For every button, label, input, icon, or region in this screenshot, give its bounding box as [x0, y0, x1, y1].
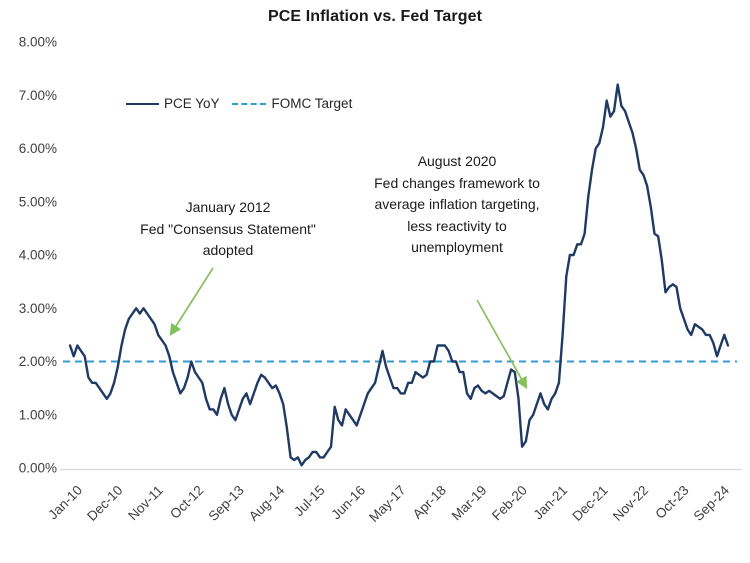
x-tick-label: Aug-14 — [246, 482, 288, 524]
x-tick-label: Dec-21 — [569, 483, 610, 524]
y-tick-label: 2.00% — [19, 354, 57, 369]
chart-legend: PCE YoY FOMC Target — [126, 96, 352, 111]
legend-label-pce-yoy: PCE YoY — [164, 96, 220, 111]
pce-yoy-line-swatch — [126, 102, 159, 105]
x-tick-label: Jan-21 — [531, 483, 571, 523]
y-tick-label: 5.00% — [19, 194, 57, 209]
y-tick-label: 3.00% — [19, 301, 57, 316]
y-tick-label: 8.00% — [19, 35, 57, 50]
fomc-target-line-swatch — [231, 102, 266, 105]
x-tick-label: Jan-10 — [45, 483, 85, 523]
y-tick-label: 4.00% — [19, 248, 57, 263]
x-tick-label: Jun-16 — [328, 483, 368, 523]
x-tick-label: Mar-19 — [449, 483, 490, 524]
y-tick-label: 7.00% — [19, 88, 57, 103]
y-tick-label: 1.00% — [19, 407, 57, 422]
x-tick-label: May-17 — [366, 483, 408, 525]
annotation-arrow-jan2012 — [169, 267, 214, 337]
x-tick-label: Sep-24 — [691, 482, 733, 524]
chart-title: PCE Inflation vs. Fed Target — [267, 8, 483, 25]
x-tick-label: Jul-15 — [291, 483, 328, 520]
annotation-arrow-aug2020 — [476, 299, 528, 390]
annotation-august-2020: August 2020 Fed changes framework to ave… — [374, 153, 540, 255]
x-tick-label: Apr-18 — [410, 483, 449, 522]
x-tick-label: Oct-12 — [167, 483, 206, 522]
x-tick-label: Feb-20 — [489, 483, 530, 524]
x-tick-label: Nov-22 — [610, 483, 651, 524]
x-tick-label: Oct-23 — [652, 483, 691, 522]
annotation-january-2012: January 2012 Fed "Consensus Statement" a… — [140, 199, 316, 258]
legend-label-fomc-target: FOMC Target — [271, 96, 353, 111]
pce-yoy-line — [68, 83, 730, 467]
x-tick-label: Dec-10 — [84, 483, 125, 524]
y-tick-label: 0.00% — [19, 461, 57, 476]
x-tick-label: Nov-11 — [125, 483, 166, 524]
x-tick-label: Sep-13 — [205, 483, 246, 524]
y-tick-label: 6.00% — [19, 141, 57, 156]
